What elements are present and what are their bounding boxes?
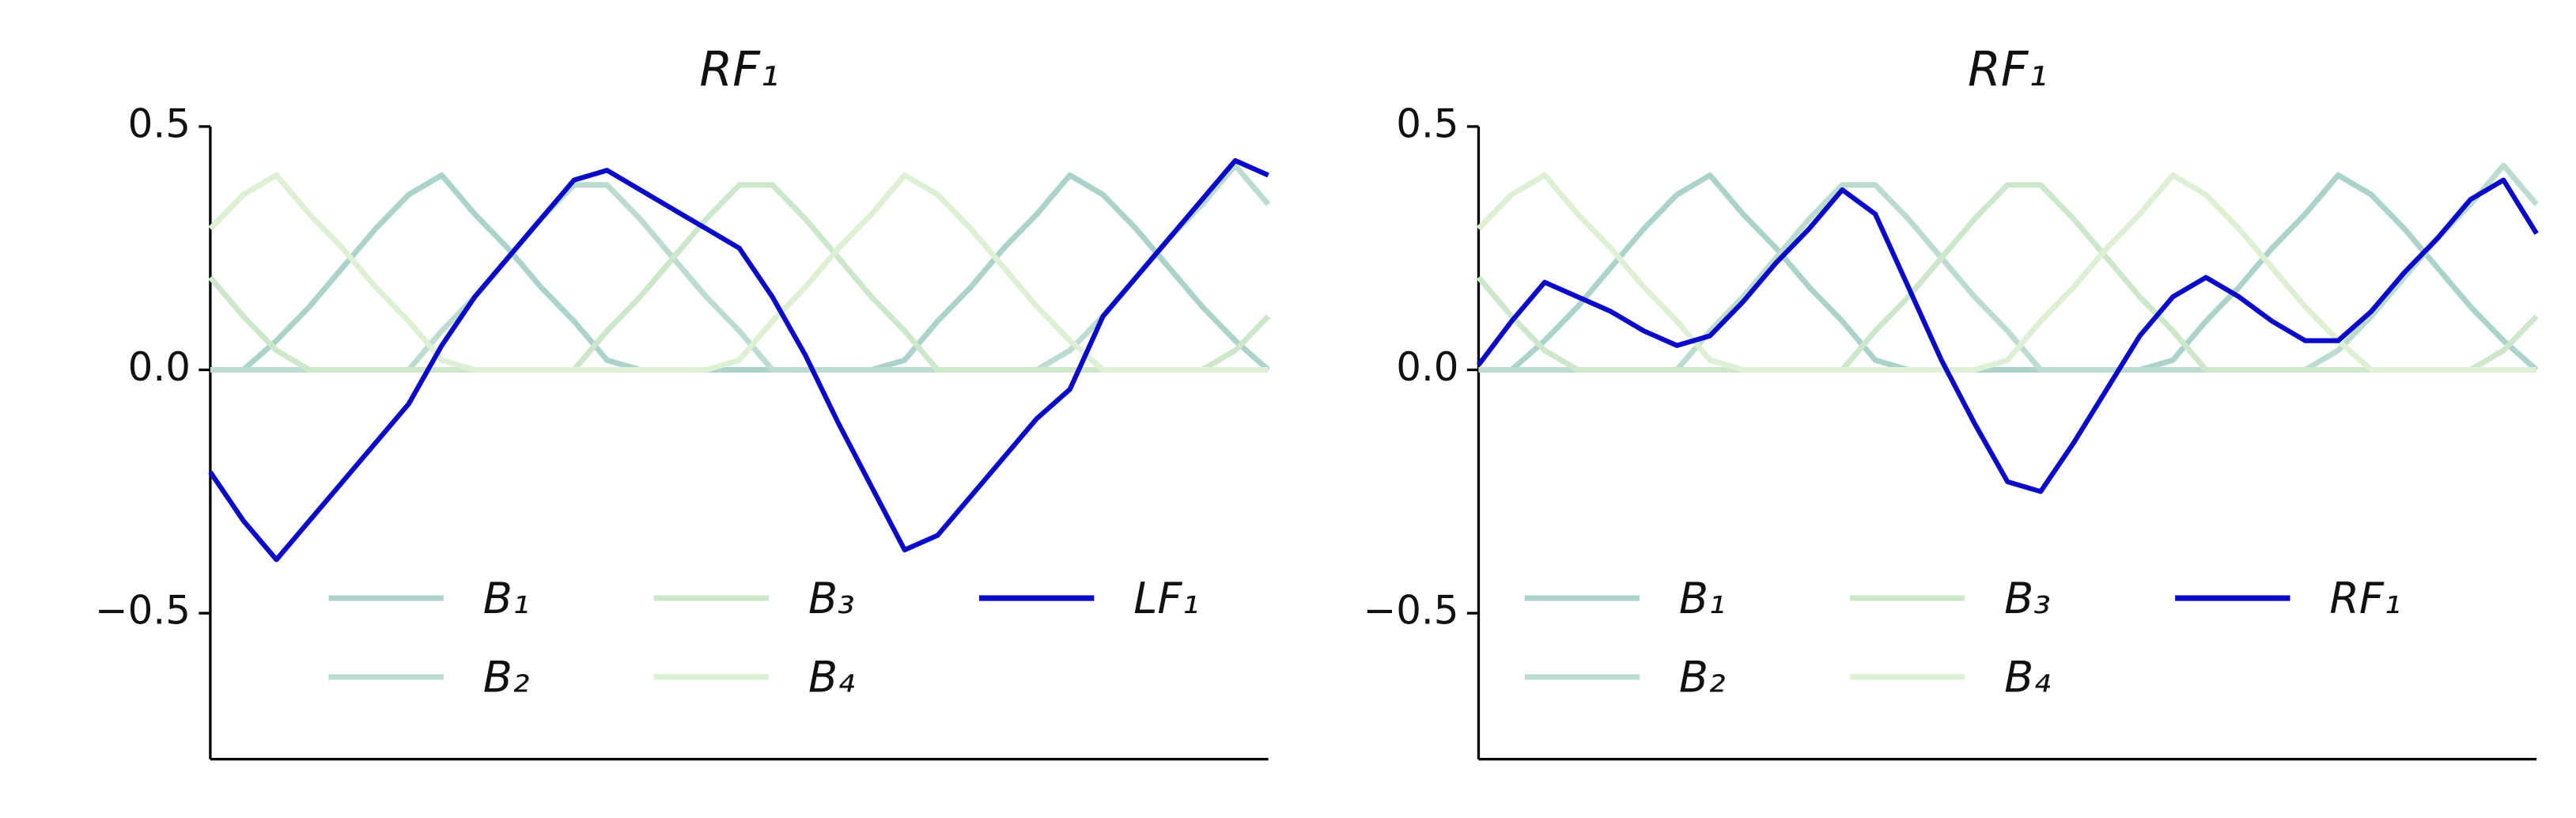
legend-label: B₂ (1679, 653, 1726, 702)
legend-label: B₃ (808, 574, 855, 623)
legend-label: B₁ (1679, 574, 1726, 623)
y-tick-label: −0.5 (1363, 588, 1458, 634)
legend-label: LF₁ (1133, 574, 1199, 623)
y-tick-label: −0.5 (95, 588, 191, 634)
legend-label: B₂ (483, 653, 530, 702)
chart-title: RF₁ (1968, 42, 2048, 97)
y-tick-label: 0.0 (1396, 344, 1458, 390)
series-line (208, 182, 1271, 373)
series-line (1476, 182, 2539, 373)
y-tick-label: 0.5 (1396, 100, 1458, 146)
series-line (1478, 172, 2539, 373)
series-line (208, 172, 1269, 373)
series-line (210, 162, 1271, 373)
series-line (1476, 177, 2539, 494)
y-tick-label: 0.0 (128, 344, 191, 390)
legend-label: RF₁ (2329, 574, 2400, 623)
legend-label: B₁ (483, 574, 530, 623)
series-line (1476, 172, 2537, 373)
series-line (210, 172, 1270, 373)
legend-label: B₄ (2004, 653, 2051, 702)
legend-label: B₄ (808, 653, 855, 702)
series-line (208, 157, 1269, 562)
chart-title: RF₁ (699, 42, 779, 97)
legend-label: B₃ (2004, 574, 2051, 623)
series-line (1478, 162, 2539, 373)
y-tick-label: 0.5 (128, 100, 191, 146)
